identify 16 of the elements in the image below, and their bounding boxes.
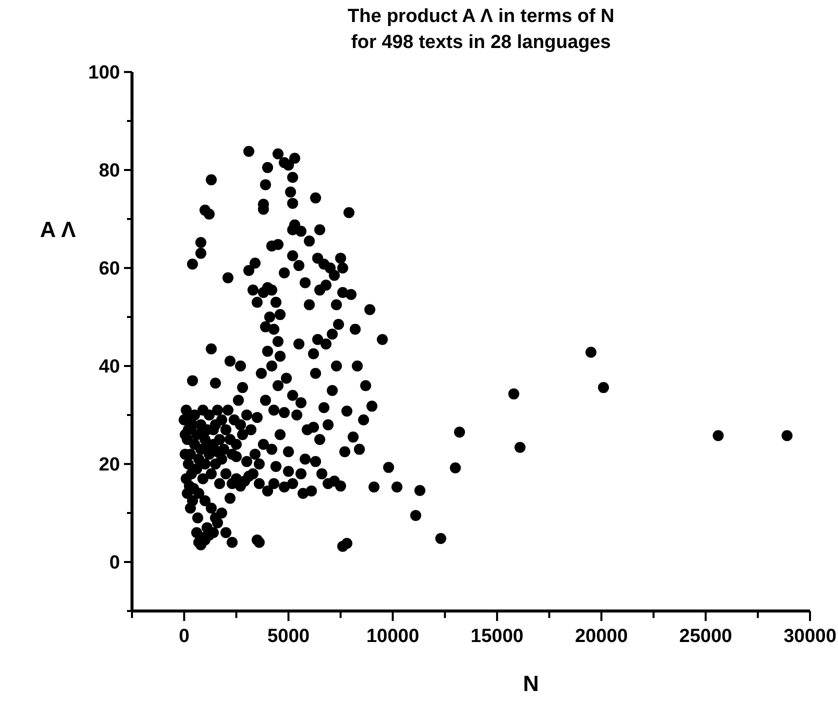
x-axis-title: N bbox=[523, 671, 539, 696]
y-tick-label: 40 bbox=[98, 356, 120, 378]
y-tick-label: 100 bbox=[88, 62, 120, 84]
chart-title: The product A Λ in terms of N for 498 texts in 28 languages bbox=[348, 6, 614, 53]
x-tick-label: 5000 bbox=[267, 626, 310, 647]
x-tick-label: 15000 bbox=[470, 626, 524, 647]
x-tick-label: 0 bbox=[178, 626, 190, 647]
x-tick-label: 30000 bbox=[784, 626, 836, 647]
y-tick-label: 80 bbox=[98, 160, 120, 182]
y-tick-label: 20 bbox=[98, 454, 120, 476]
x-tick-label: 25000 bbox=[679, 626, 732, 647]
x-tick-label: 10000 bbox=[366, 626, 420, 647]
x-tick-label: 20000 bbox=[574, 626, 628, 647]
y-tick-label: 0 bbox=[109, 552, 120, 574]
y-axis-title: A Λ bbox=[40, 217, 76, 242]
y-tick-label: 60 bbox=[98, 258, 120, 280]
